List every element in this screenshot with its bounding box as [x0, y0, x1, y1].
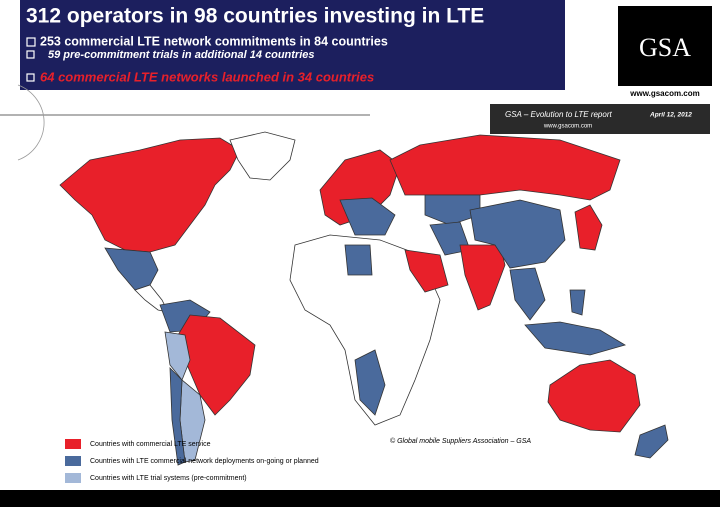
- legend-label: Countries with LTE trial systems (pre-co…: [90, 475, 247, 482]
- world-map: [59, 131, 669, 466]
- central-asia: [424, 194, 481, 226]
- decor-arc: [17, 84, 45, 161]
- credit: © Global mobile Suppliers Association – …: [390, 437, 531, 445]
- north-america: [59, 137, 241, 253]
- mexico: [104, 247, 159, 291]
- legend-swatch: [65, 439, 81, 449]
- japan: [574, 204, 603, 251]
- philippines: [569, 289, 586, 316]
- report-url: www.gsacom.com: [543, 124, 592, 130]
- logo-url: www.gsacom.com: [629, 89, 700, 98]
- logo: GSA: [639, 33, 691, 62]
- russia: [389, 134, 621, 201]
- indonesia: [524, 321, 626, 356]
- legend-label: Countries with commercial LTE service: [90, 441, 211, 448]
- europe: [319, 149, 401, 226]
- report-box: [490, 104, 710, 134]
- logo-box: [618, 6, 712, 86]
- footer-bar: [0, 490, 720, 507]
- bullet-highlight: 64 commercial LTE networks launched in 3…: [40, 69, 374, 84]
- africa-north: [344, 244, 373, 276]
- title: 312 operators in 98 countries investing …: [26, 5, 484, 28]
- australia: [547, 359, 641, 433]
- southeast-asia: [509, 267, 546, 321]
- bullet-icon: [26, 73, 35, 82]
- bullet: 253 commercial LTE network commitments i…: [40, 34, 388, 48]
- southern-africa: [354, 349, 386, 416]
- saudi-arabia: [404, 249, 449, 293]
- legend: Countries with commercial LTE service Cou…: [65, 439, 319, 483]
- bullet-icon: [26, 50, 35, 59]
- legend-swatch: [65, 456, 81, 466]
- new-zealand: [634, 424, 669, 459]
- bullet-icon: [26, 37, 36, 47]
- header-box: [20, 0, 565, 90]
- central-europe: [339, 197, 396, 236]
- legend-swatch: [65, 473, 81, 483]
- india: [459, 244, 506, 311]
- china: [469, 199, 566, 269]
- bullet: 59 pre-commitment trials in additional 1…: [48, 49, 315, 61]
- chile: [169, 366, 186, 466]
- report-date: April 12, 2012: [649, 112, 692, 119]
- report-title: GSA – Evolution to LTE report: [505, 110, 612, 119]
- peru: [164, 331, 191, 381]
- greenland: [229, 131, 296, 181]
- legend-label: Countries with LTE commercial network de…: [90, 458, 319, 465]
- africa: [289, 234, 441, 426]
